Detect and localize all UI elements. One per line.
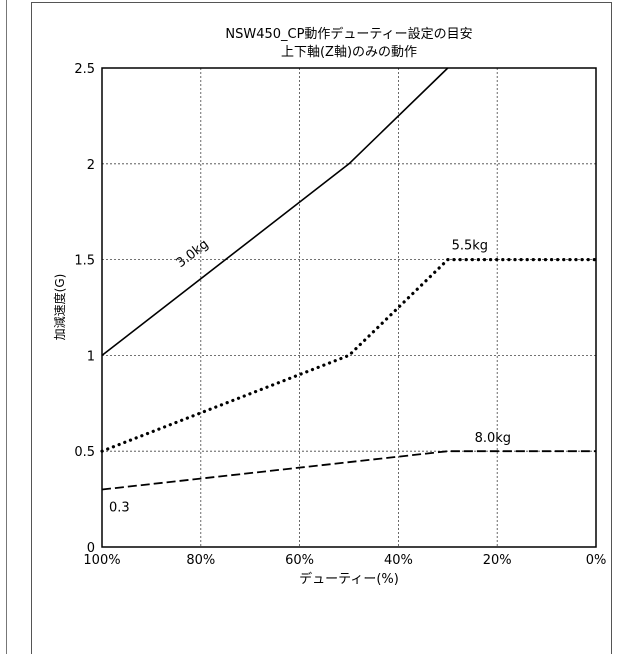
y-tick-label: 1.5 (74, 254, 95, 269)
y-axis-label: 加減速度(G) (52, 274, 67, 341)
x-tick-label: 80% (186, 553, 215, 568)
x-axis-label: デューティー(%) (299, 571, 399, 587)
y-tick-label: 1 (87, 349, 95, 364)
series-label: 8.0kg (475, 431, 511, 446)
x-tick-label: 0% (586, 553, 607, 568)
series-label: 5.5kg (452, 239, 488, 254)
grid (102, 68, 596, 547)
x-tick-label: 60% (285, 553, 314, 568)
series-lines (100, 67, 598, 491)
x-tick-label: 20% (483, 553, 512, 568)
series-line-8.0kg (101, 450, 596, 491)
y-tick-label: 2.5 (74, 62, 95, 77)
y-tick-label: 0 (87, 541, 95, 556)
plot-area (101, 67, 597, 548)
chart-frame (31, 2, 612, 654)
value-annotation: 0.3 (109, 501, 130, 516)
series-line-5.5kg (100, 258, 598, 453)
x-tick-label: 100% (83, 553, 120, 568)
series-labels: 3.0kg 5.5kg 8.0kg 0.3 (109, 237, 511, 516)
y-tick-label: 2 (87, 158, 95, 173)
series-label: 3.0kg (174, 237, 212, 271)
x-tick-label: 40% (384, 553, 413, 568)
tick-labels: 100% 80% 60% 40% 20% 0% 0 0.5 1 1.5 2 2.5 (74, 62, 606, 568)
chart-subtitle: 上下軸(Z軸)のみの動作 (281, 45, 417, 60)
left-border-strip (0, 0, 7, 654)
series-line-3.0kg (101, 67, 449, 357)
chart-title: NSW450_CP動作デューティー設定の目安 (225, 26, 472, 42)
y-tick-label: 0.5 (74, 445, 95, 460)
